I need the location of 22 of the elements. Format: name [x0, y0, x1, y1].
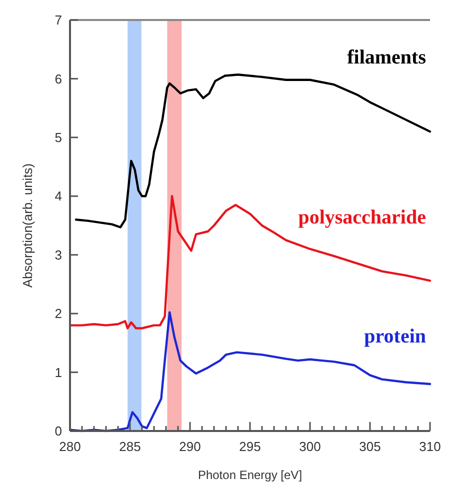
y-tick-label: 3: [54, 247, 62, 262]
series-label: protein: [364, 325, 426, 348]
series-label: polysaccharide: [298, 206, 426, 229]
y-tick-label: 1: [54, 364, 62, 380]
y-tick-label: 4: [54, 188, 62, 204]
y-tick-label: 5: [54, 130, 62, 145]
x-tick-label: 300: [299, 439, 321, 454]
series-label: filaments: [347, 46, 426, 68]
x-axis-title: Photon Energy [eV]: [198, 468, 302, 482]
y-tick-label: 7: [54, 12, 62, 28]
y-tick-label: 0: [54, 424, 62, 439]
y-axis-title: Absorption(arb. units): [20, 163, 35, 288]
x-tick-label: 295: [239, 439, 261, 454]
x-tick-label: 290: [179, 439, 201, 454]
line-series: [74, 74, 432, 228]
y-tick-label: 2: [54, 306, 62, 322]
x-tick-label: 310: [419, 439, 441, 454]
x-tick-label: 280: [59, 439, 81, 454]
line-series: [68, 195, 432, 330]
x-tick-label: 285: [119, 439, 141, 454]
x-tick-label: 305: [359, 439, 381, 454]
y-tick-label: 6: [54, 71, 62, 86]
